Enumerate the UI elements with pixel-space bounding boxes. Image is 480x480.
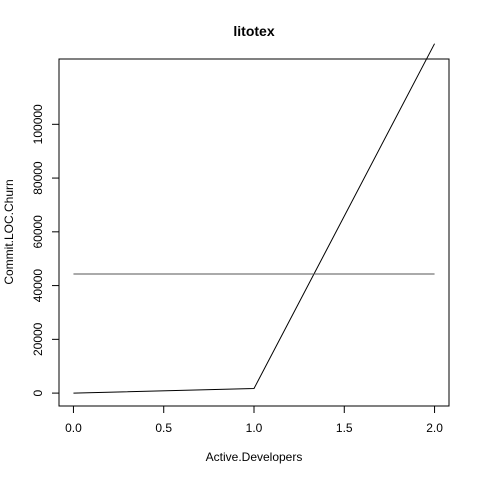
x-tick-label: 0.0 (65, 421, 82, 435)
y-tick-label: 60000 (31, 215, 45, 249)
x-axis-label: Active.Developers (206, 450, 303, 464)
x-tick-label: 0.5 (155, 421, 172, 435)
series-layer (73, 43, 435, 394)
y-axis-label: Commit.LOC.Churn (2, 179, 16, 284)
y-tick-label: 100000 (31, 104, 45, 144)
x-tick-label: 2.0 (426, 421, 443, 435)
plot-frame (58, 58, 450, 407)
y-tick-label: 0 (31, 389, 45, 396)
x-tick-label: 1.0 (246, 421, 263, 435)
plot-area (58, 43, 450, 407)
series-line-1 (73, 43, 435, 394)
y-tick-label: 80000 (31, 161, 45, 195)
x-tick-label: 1.5 (336, 421, 353, 435)
chart-title: litotex (233, 23, 274, 39)
y-tick-label: 40000 (31, 269, 45, 303)
x-axis: 0.0 0.5 1.0 1.5 2.0 (65, 405, 443, 435)
y-tick-label: 20000 (31, 322, 45, 356)
y-axis: 0 20000 40000 60000 80000 100000 (31, 104, 60, 396)
